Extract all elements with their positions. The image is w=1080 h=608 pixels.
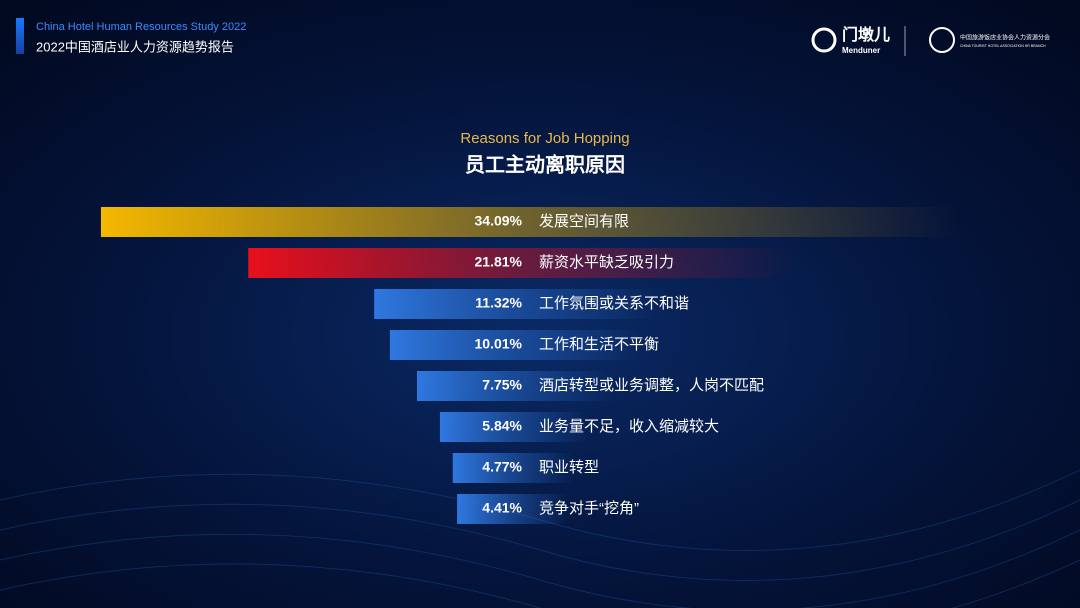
category-label: 竞争对手“挖角” <box>539 499 639 517</box>
logo1-icon <box>811 27 837 53</box>
value-label: 21.81% <box>475 254 523 270</box>
category-label: 发展空间有限 <box>539 213 629 230</box>
value-label: 4.77% <box>482 459 522 475</box>
value-label: 4.41% <box>482 500 522 516</box>
bar-tail <box>510 494 569 524</box>
value-label: 11.32% <box>475 295 522 311</box>
bar <box>417 371 510 401</box>
bar <box>452 453 510 483</box>
bar-tail <box>510 289 660 319</box>
chart-title: Reasons for Job Hopping <box>460 130 629 147</box>
logo2-cn: 中国旅游饭店业协会人力资源分会 <box>960 34 1050 42</box>
bar <box>100 207 511 237</box>
bar-tail <box>510 330 643 360</box>
value-label: 34.09% <box>475 213 523 229</box>
category-label: 薪资水平缺乏吸引力 <box>539 254 674 271</box>
header-accent <box>16 18 24 54</box>
category-label: 职业转型 <box>539 459 599 476</box>
bar-tail <box>510 371 613 401</box>
logo2-icon <box>929 27 955 53</box>
header-subtitle: China Hotel Human Resources Study 2022 <box>36 21 246 33</box>
category-label: 业务量不足，收入缩减较大 <box>539 417 719 435</box>
category-label: 工作和生活不平衡 <box>539 336 659 353</box>
logo2-en: CHINA TOURIST HOTEL ASSOCIATION HR BRANC… <box>960 44 1046 48</box>
logo1-en: Menduner <box>842 46 880 55</box>
chart-subtitle: 员工主动离职原因 <box>465 152 625 176</box>
bar <box>374 289 510 319</box>
bar-tail <box>510 248 798 278</box>
bar <box>457 494 510 524</box>
value-label: 7.75% <box>482 377 522 393</box>
value-label: 5.84% <box>482 418 522 434</box>
category-label: 酒店转型或业务调整，人岗不匹配 <box>539 377 764 394</box>
bar-tail <box>510 207 960 237</box>
bar-tail <box>510 412 588 442</box>
bar-tail <box>510 453 573 483</box>
bar <box>439 412 510 442</box>
category-label: 工作氛围或关系不和谐 <box>539 295 689 312</box>
bar <box>389 330 510 360</box>
header-title: 2022中国酒店业人力资源趋势报告 <box>36 39 234 54</box>
value-label: 10.01% <box>475 336 523 352</box>
logo1-cn: 门墩儿 <box>842 25 890 44</box>
bar <box>248 248 510 278</box>
